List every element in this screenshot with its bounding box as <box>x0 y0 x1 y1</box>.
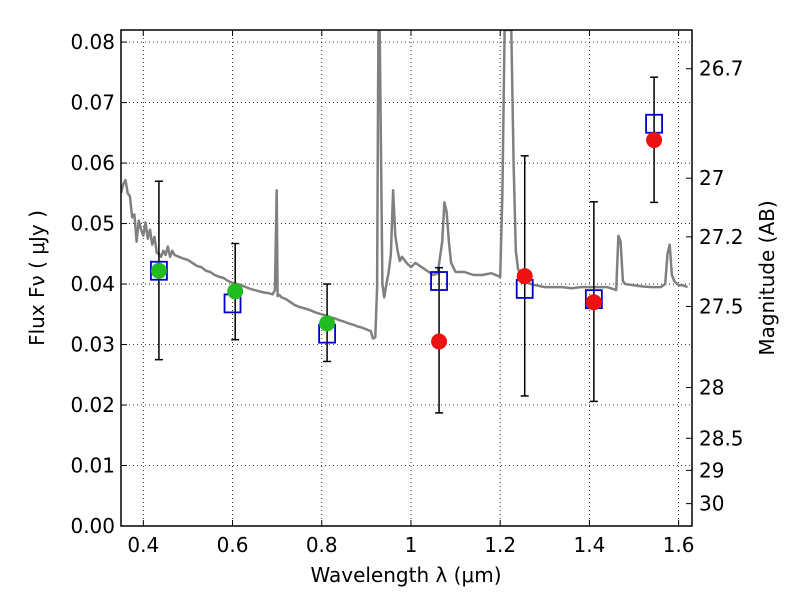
y-axis-label: Flux Fν ( μJy ) <box>25 210 49 346</box>
y-tick-label: 0.03 <box>70 333 115 357</box>
x-tick-label: 0.4 <box>127 533 159 557</box>
y-tick-label: 0.07 <box>70 91 115 115</box>
y-tick-label: 0.08 <box>70 30 115 54</box>
spectrum-layer <box>121 30 688 340</box>
y-tick-label: 0.05 <box>70 212 115 236</box>
y-tick-label: 0.02 <box>70 393 115 417</box>
spectrum-line <box>121 30 688 340</box>
mag-tick-label: 27.5 <box>699 294 744 318</box>
observed-point <box>150 262 167 279</box>
x-tick-label: 1 <box>405 533 418 557</box>
mag-tick-label: 29 <box>699 458 724 482</box>
y-tick-label: 0.06 <box>70 151 115 175</box>
mag-tick-label: 26.7 <box>699 57 744 81</box>
y-tick-label: 0.01 <box>70 454 115 478</box>
observed-point <box>585 294 602 311</box>
observed-point <box>431 333 448 350</box>
marker-layer <box>150 113 663 350</box>
x-tick-label: 1.6 <box>663 533 695 557</box>
mag-tick-label: 28 <box>699 375 724 399</box>
x-axis-label: Wavelength λ (μm) <box>310 563 501 587</box>
mag-tick-label: 30 <box>699 492 724 516</box>
observed-point <box>319 315 336 332</box>
mag-tick-label: 27.2 <box>699 225 744 249</box>
plot-frame <box>120 29 693 527</box>
mag-tick-label: 28.5 <box>699 426 744 450</box>
x-tick-label: 1.4 <box>573 533 605 557</box>
mag-tick-label: 27 <box>699 166 724 190</box>
y-tick-label: 0.00 <box>70 514 115 538</box>
observed-point <box>516 268 533 285</box>
x-tick-label: 0.6 <box>217 533 249 557</box>
model-square-marker <box>430 271 448 291</box>
tick-layer: 0.4 0.6 0.8 1 1.2 1.4 1.6 0.00 0.01 0.02 0.03 0.04 0… <box>70 30 744 557</box>
observed-point <box>646 132 663 149</box>
x-tick-label: 0.8 <box>306 533 338 557</box>
observed-point <box>227 283 244 300</box>
y-axis-right-label: Magnitude (AB) <box>755 200 779 355</box>
x-tick-label: 1.2 <box>484 533 516 557</box>
y-tick-label: 0.04 <box>70 272 115 296</box>
